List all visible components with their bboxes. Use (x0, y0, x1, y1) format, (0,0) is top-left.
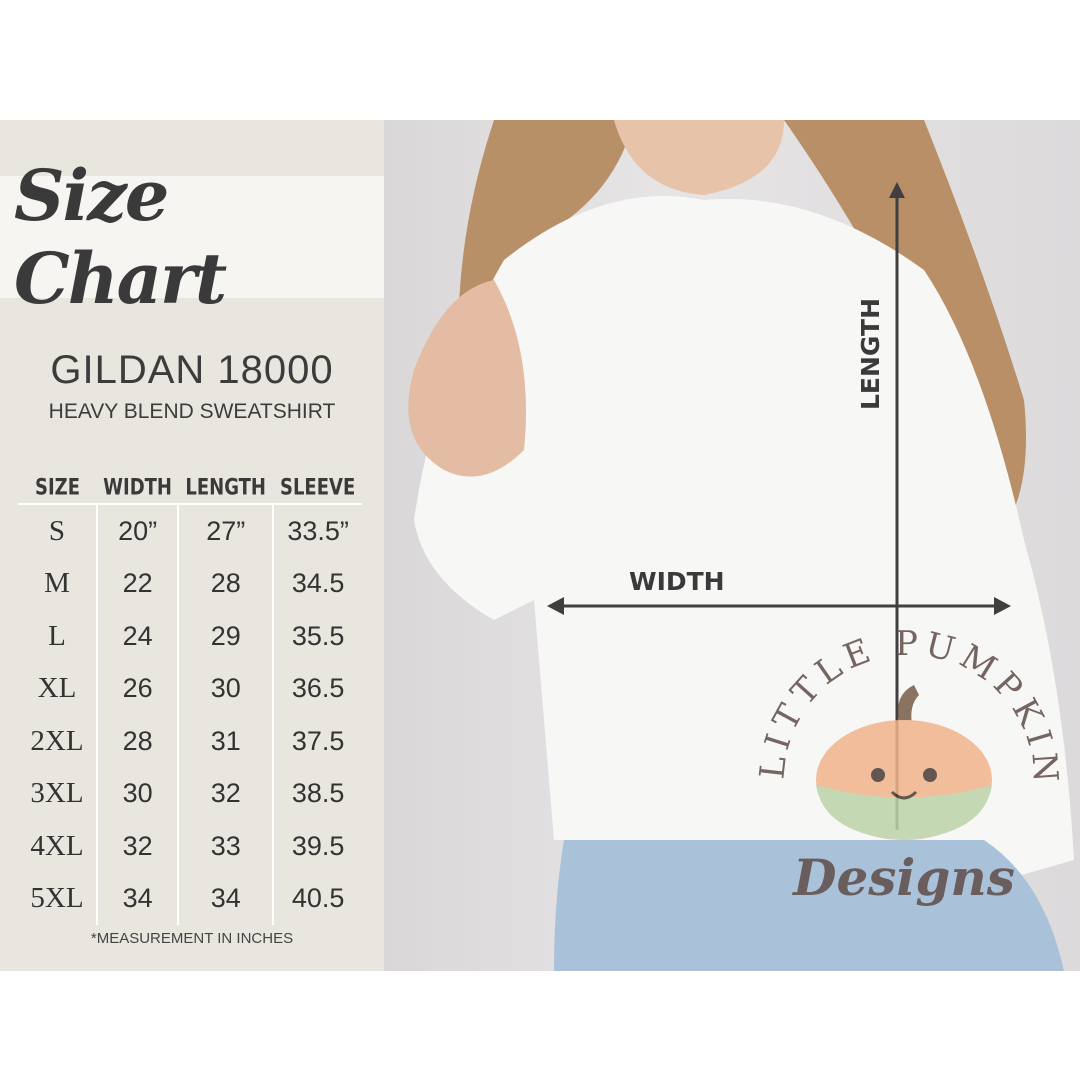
length-cell: 31 (177, 715, 274, 768)
size-cell: 4XL (30, 829, 84, 862)
table-row: 2XL 28 31 37.5 (18, 715, 362, 768)
table-row: 5XL 34 34 40.5 (18, 872, 362, 925)
length-cell: 29 (177, 610, 274, 663)
sweatshirt-illustration: LITTLE PUMPKIN Designs (408, 120, 1074, 971)
length-cell: 32 (177, 767, 274, 820)
sleeve-cell: 39.5 (272, 820, 362, 873)
column-header: SLEEVE (273, 468, 362, 507)
size-cell: 3XL (30, 777, 84, 810)
column-header: WIDTH (97, 468, 179, 507)
table-header-row: SIZE WIDTH LENGTH SLEEVE (18, 468, 362, 507)
model-photo: LITTLE PUMPKIN Designs LENGTH WIDTH (384, 120, 1080, 971)
title-ribbon (0, 176, 420, 298)
size-cell: XL (37, 672, 77, 705)
column-header: SIZE (18, 468, 97, 507)
width-cell: 34 (95, 872, 179, 925)
length-cell: 30 (177, 662, 274, 715)
sleeve-cell: 36.5 (272, 662, 362, 715)
product-subtitle: HEAVY BLEND SWEATSHIRT (48, 400, 336, 423)
width-arrowhead-right (994, 597, 1011, 615)
width-cell: 24 (95, 610, 179, 663)
size-cell: 2XL (30, 724, 84, 757)
sleeve-cell: 40.5 (272, 872, 362, 925)
product-model: GILDAN 18000 (50, 348, 334, 392)
size-cell: L (48, 619, 66, 652)
table-row: 4XL 32 33 39.5 (18, 820, 362, 873)
width-cell: 20” (95, 504, 179, 558)
width-cell: 28 (95, 715, 179, 768)
table-row: XL 26 30 36.5 (18, 662, 362, 715)
table-row: 3XL 30 32 38.5 (18, 767, 362, 820)
table-row: S 20” 27” 33.5” (18, 504, 362, 558)
length-cell: 34 (177, 872, 274, 925)
table-row: L 24 29 35.5 (18, 610, 362, 663)
jeans (554, 840, 1064, 971)
width-arrowhead-left (547, 597, 564, 615)
size-cell: M (44, 567, 70, 600)
logo-script-text: Designs (791, 848, 1015, 907)
length-arrowhead (889, 182, 905, 198)
sleeve-cell: 34.5 (272, 557, 362, 610)
width-cell: 32 (95, 820, 179, 873)
sleeve-cell: 37.5 (272, 715, 362, 768)
sleeve-cell: 38.5 (272, 767, 362, 820)
sleeve-cell: 35.5 (272, 610, 362, 663)
length-cell: 28 (177, 557, 274, 610)
table-row: M 22 28 34.5 (18, 557, 362, 610)
width-cell: 26 (95, 662, 179, 715)
hand (408, 280, 526, 477)
size-cell: S (48, 514, 66, 547)
column-header: LENGTH (178, 468, 274, 507)
size-cell: 5XL (30, 882, 84, 915)
width-cell: 22 (95, 557, 179, 610)
length-label: LENGTH (856, 298, 885, 410)
width-cell: 30 (95, 767, 179, 820)
sleeve-cell: 33.5” (272, 504, 362, 558)
length-cell: 33 (177, 820, 274, 873)
length-cell: 27” (177, 504, 274, 558)
neck (614, 120, 784, 195)
size-table: SIZE WIDTH LENGTH SLEEVE S 20” 27” 33.5” M 22… (18, 468, 362, 925)
width-label: WIDTH (629, 567, 725, 596)
page-title: Size Chart (14, 154, 227, 320)
measurement-note: *MEASUREMENT IN INCHES (90, 930, 294, 947)
